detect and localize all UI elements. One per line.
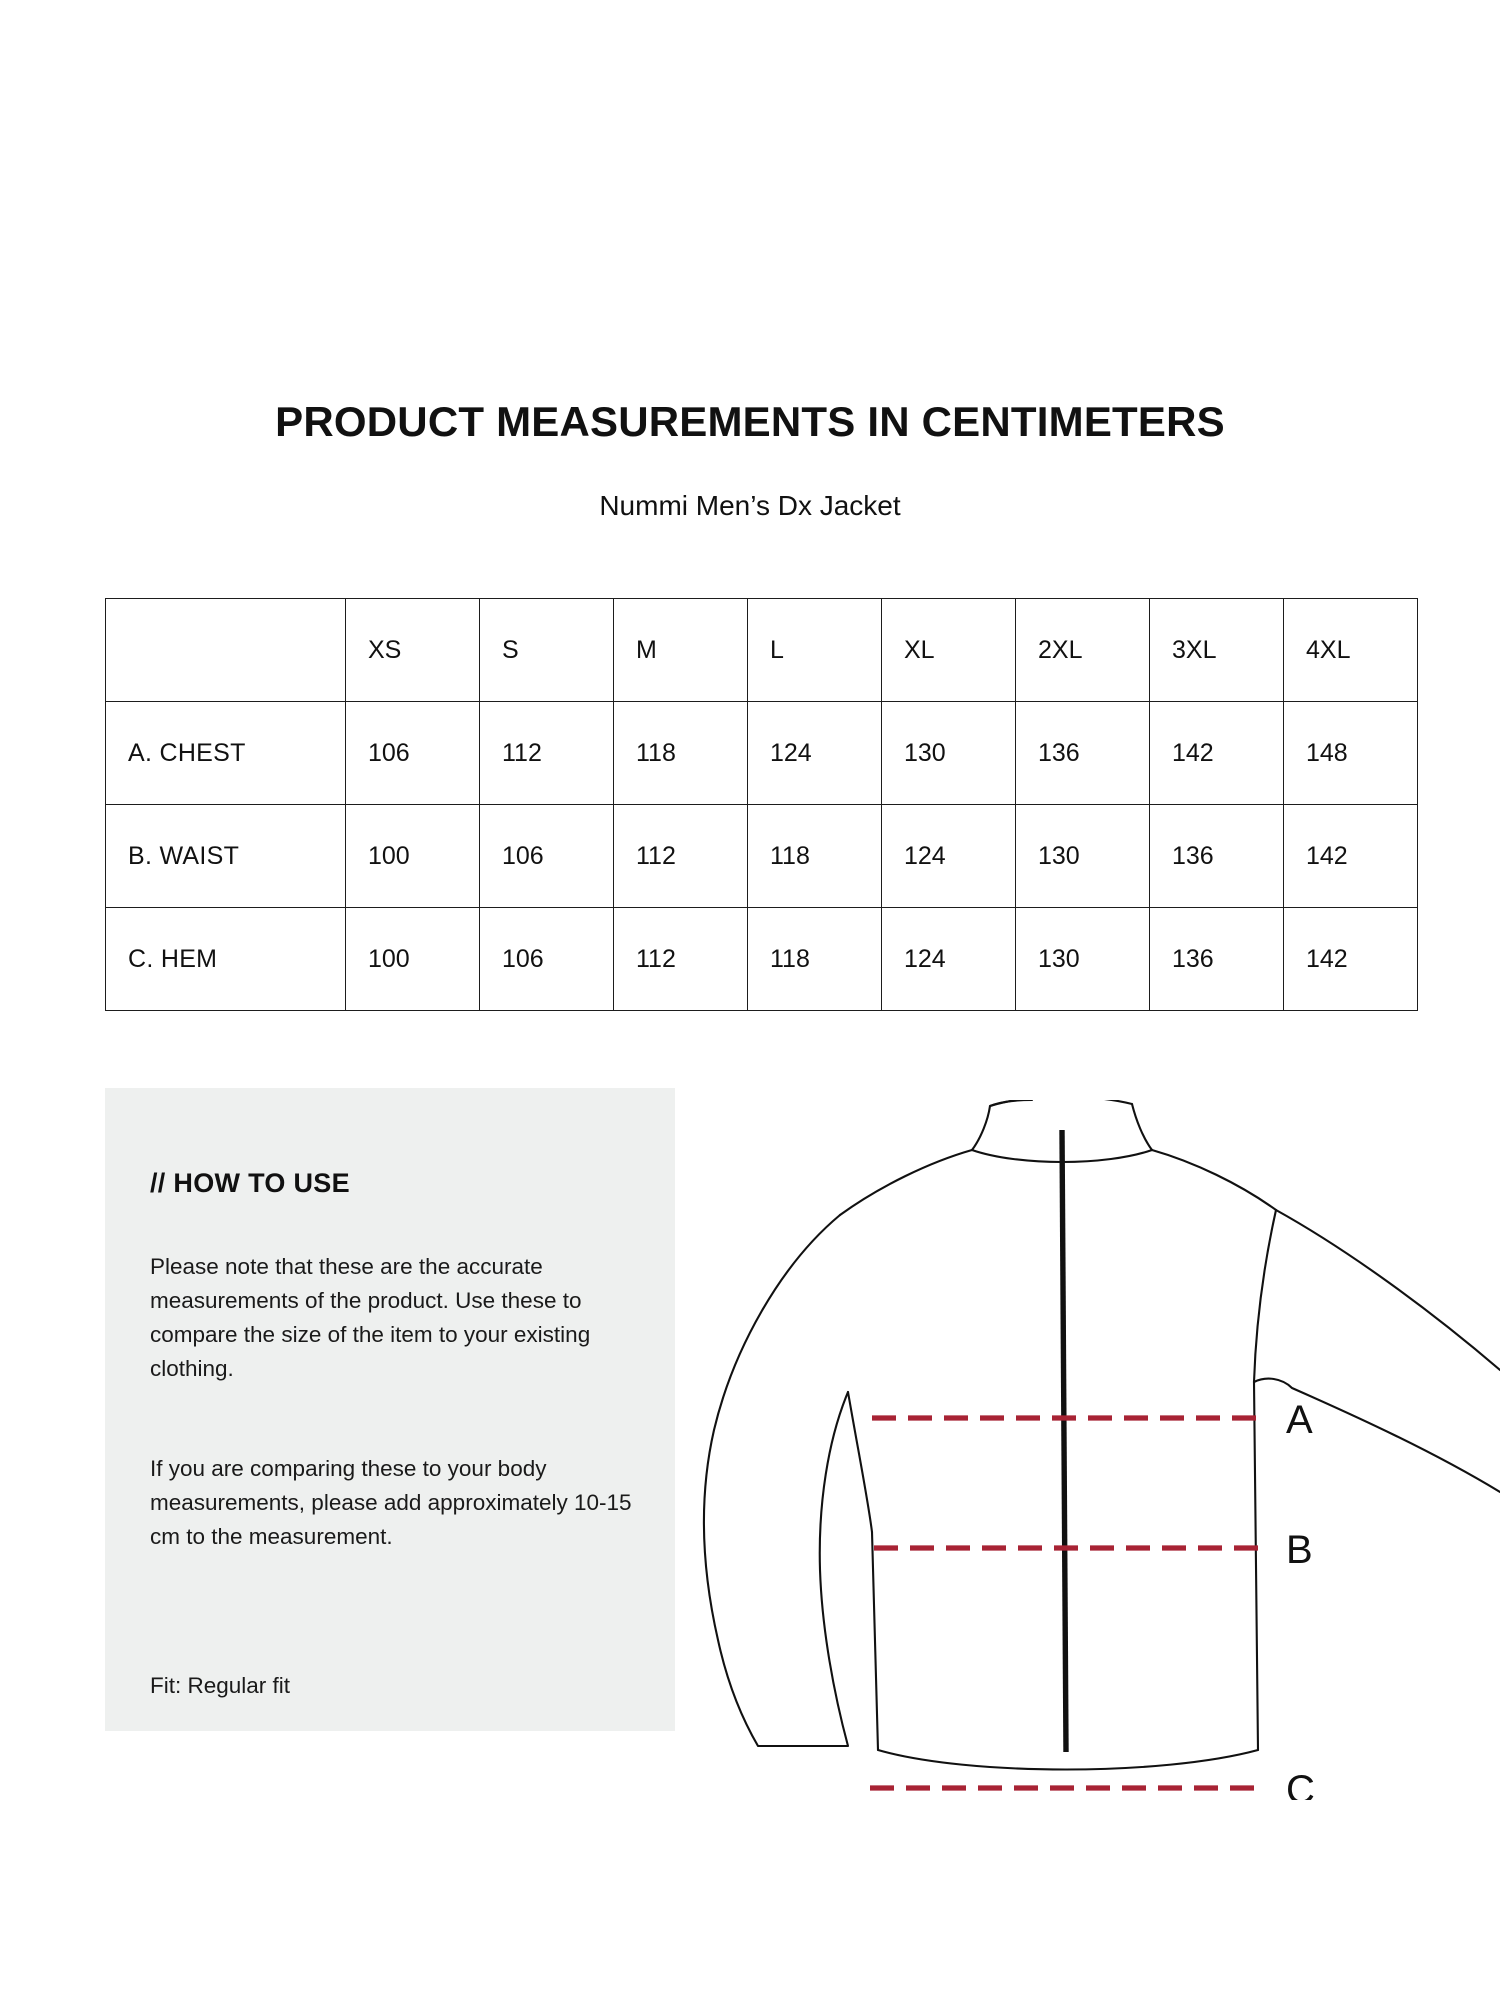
- cell-hem-xl: 124: [881, 907, 1016, 1011]
- size-header-l: L: [747, 598, 882, 702]
- jacket-collar-right: [1130, 1102, 1154, 1152]
- size-header-xl: XL: [881, 598, 1016, 702]
- table-row: A. CHEST 106 112 118 124 130 136 142 148: [105, 701, 1418, 805]
- measurement-label-b: B: [1286, 1528, 1313, 1572]
- row-label-waist: B. WAIST: [105, 804, 346, 908]
- jacket-collar-top: [988, 1100, 1134, 1108]
- jacket-hem-curve: [876, 1748, 1260, 1771]
- cell-hem-l: 118: [747, 907, 882, 1011]
- jacket-body-right-edge: [1252, 1380, 1260, 1752]
- cell-hem-3xl: 136: [1149, 907, 1284, 1011]
- row-label-hem: C. HEM: [105, 907, 346, 1011]
- how-to-use-panel: // HOW TO USE Please note that these are…: [105, 1088, 675, 1731]
- jacket-diagram: A B C: [700, 1100, 1500, 1800]
- page-title: PRODUCT MEASUREMENTS IN CENTIMETERS: [275, 398, 1225, 445]
- cell-waist-m: 112: [613, 804, 748, 908]
- measurements-table: XS S M L XL 2XL 3XL 4XL A. CHEST 106 112…: [105, 598, 1418, 1011]
- cell-chest-xs: 106: [345, 701, 480, 805]
- jacket-center-zipper: [1059, 1129, 1069, 1753]
- cell-hem-2xl: 130: [1015, 907, 1150, 1011]
- cell-chest-2xl: 136: [1015, 701, 1150, 805]
- cell-chest-s: 112: [479, 701, 614, 805]
- cell-hem-m: 112: [613, 907, 748, 1011]
- jacket-right-sleeve-top: [1274, 1208, 1500, 1372]
- row-label-chest: A. CHEST: [105, 701, 346, 805]
- table-row: B. WAIST 100 106 112 118 124 130 136 142: [105, 804, 1418, 908]
- how-to-use-heading: // HOW TO USE: [150, 1168, 350, 1198]
- cell-waist-xl: 124: [881, 804, 1016, 908]
- jacket-right-armhole: [1252, 1208, 1278, 1384]
- cell-waist-xs: 100: [345, 804, 480, 908]
- jacket-body-left-edge: [870, 1530, 880, 1752]
- how-to-use-paragraph-2: If you are comparing these to your body …: [150, 1456, 632, 1549]
- cell-waist-3xl: 136: [1149, 804, 1284, 908]
- cell-chest-m: 118: [613, 701, 748, 805]
- measurements-table-container: XS S M L XL 2XL 3XL 4XL A. CHEST 106 112…: [105, 598, 1418, 1011]
- cell-waist-2xl: 130: [1015, 804, 1150, 908]
- jacket-right-sleeve-bottom: [1252, 1377, 1500, 1494]
- cell-waist-l: 118: [747, 804, 882, 908]
- table-corner-cell: [105, 598, 346, 702]
- jacket-left-sleeve-outline: [702, 1213, 850, 1748]
- table-row: C. HEM 100 106 112 118 124 130 136 142: [105, 907, 1418, 1011]
- jacket-collar-left: [970, 1100, 1034, 1152]
- how-to-use-paragraph-1: Please note that these are the accurate …: [150, 1254, 591, 1381]
- fit-note: Fit: Regular fit: [150, 1673, 291, 1698]
- size-header-2xl: 2XL: [1015, 598, 1150, 702]
- cell-chest-l: 124: [747, 701, 882, 805]
- cell-hem-xs: 100: [345, 907, 480, 1011]
- cell-waist-4xl: 142: [1283, 804, 1418, 908]
- cell-waist-s: 106: [479, 804, 614, 908]
- cell-hem-4xl: 142: [1283, 907, 1418, 1011]
- jacket-right-shoulder: [1150, 1148, 1278, 1212]
- size-header-3xl: 3XL: [1149, 598, 1284, 702]
- jacket-left-shoulder: [838, 1148, 974, 1217]
- cell-chest-xl: 130: [881, 701, 1016, 805]
- size-header-m: M: [613, 598, 748, 702]
- cell-chest-3xl: 142: [1149, 701, 1284, 805]
- product-name: Nummi Men’s Dx Jacket: [599, 490, 901, 521]
- measurement-label-a: A: [1286, 1398, 1313, 1442]
- cell-hem-s: 106: [479, 907, 614, 1011]
- jacket-left-armhole: [846, 1390, 874, 1534]
- cell-chest-4xl: 148: [1283, 701, 1418, 805]
- size-header-xs: XS: [345, 598, 480, 702]
- table-header-row: XS S M L XL 2XL 3XL 4XL: [105, 598, 1418, 702]
- size-header-s: S: [479, 598, 614, 702]
- size-header-4xl: 4XL: [1283, 598, 1418, 702]
- measurement-label-c: C: [1286, 1768, 1315, 1800]
